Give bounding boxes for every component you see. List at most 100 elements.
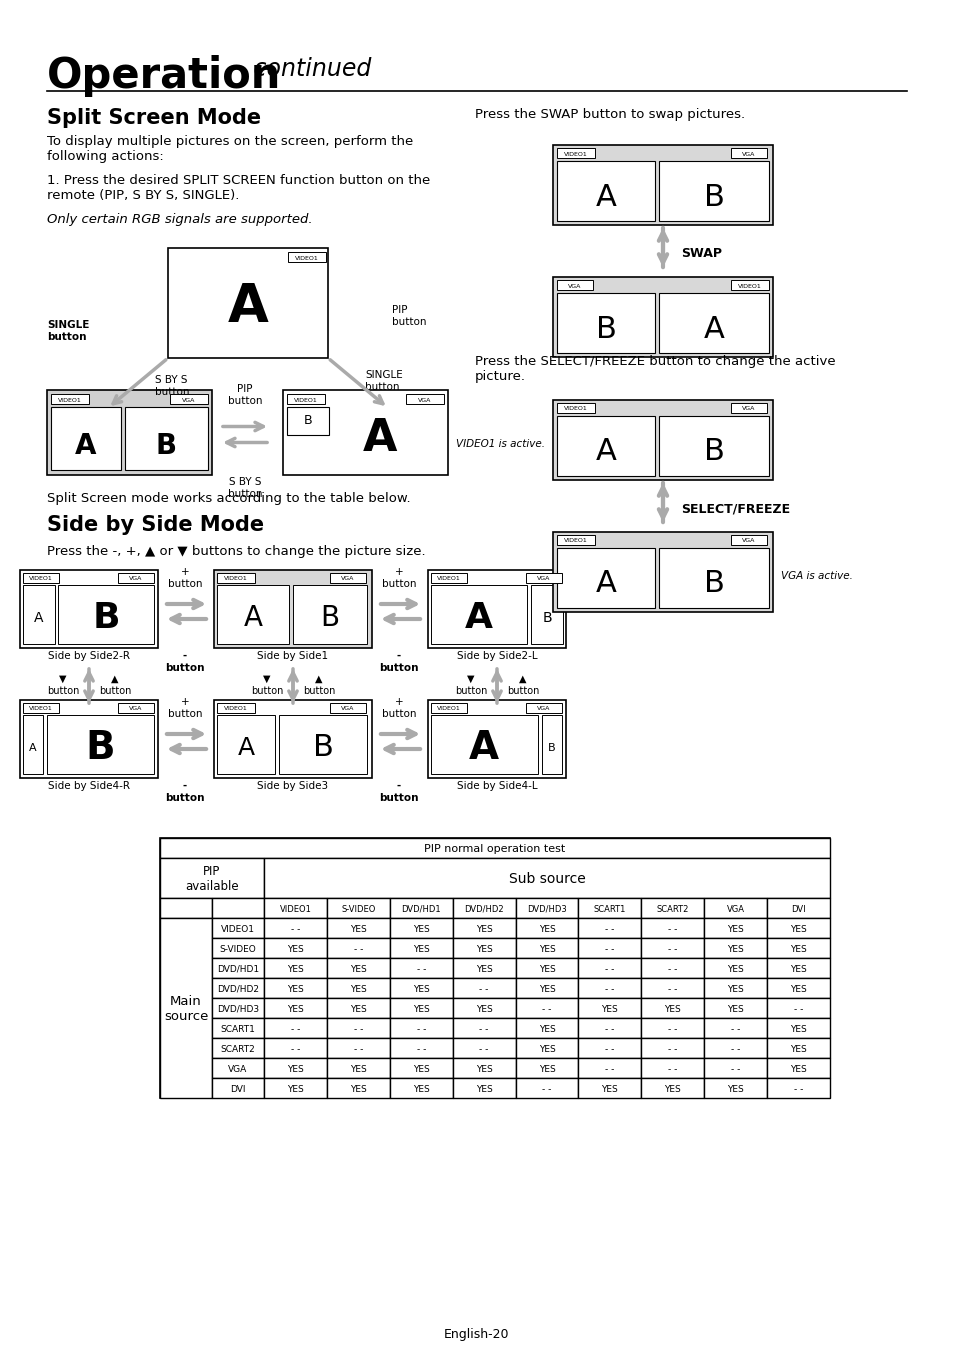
- Text: S BY S
button: S BY S button: [228, 477, 262, 498]
- Text: To display multiple pictures on the screen, perform the
following actions:: To display multiple pictures on the scre…: [47, 135, 413, 163]
- Text: S BY S
button: S BY S button: [154, 375, 190, 397]
- Bar: [390, 1018, 452, 1038]
- Text: B: B: [85, 729, 114, 767]
- Text: VIDEO1 is active.: VIDEO1 is active.: [456, 439, 544, 450]
- Text: B: B: [702, 570, 723, 598]
- Bar: [578, 958, 640, 977]
- Bar: [428, 570, 565, 648]
- Bar: [327, 1058, 390, 1079]
- Bar: [766, 977, 829, 998]
- Bar: [553, 532, 772, 612]
- Text: SINGLE
button: SINGLE button: [365, 370, 402, 392]
- Text: YES: YES: [663, 1004, 680, 1014]
- Text: - -: - -: [667, 984, 677, 994]
- Text: - -: - -: [667, 1025, 677, 1034]
- Text: - continued: - continued: [230, 57, 371, 81]
- Bar: [515, 1038, 578, 1058]
- Bar: [553, 277, 772, 356]
- Text: VGA: VGA: [341, 706, 355, 711]
- Text: A: A: [595, 182, 616, 212]
- Bar: [327, 998, 390, 1018]
- Text: ▼
button: ▼ button: [455, 674, 487, 695]
- Bar: [118, 703, 153, 713]
- Bar: [730, 535, 766, 545]
- Text: YES: YES: [413, 984, 429, 994]
- Bar: [20, 570, 158, 648]
- Text: YES: YES: [476, 1084, 492, 1094]
- Text: YES: YES: [287, 1004, 303, 1014]
- Bar: [640, 918, 703, 938]
- Text: - -: - -: [291, 1045, 300, 1053]
- Text: SWAP: SWAP: [680, 247, 721, 261]
- Bar: [659, 548, 768, 608]
- Text: - -: - -: [416, 964, 425, 973]
- Text: DVI: DVI: [790, 904, 805, 914]
- Text: B: B: [313, 733, 334, 763]
- Text: A: A: [595, 437, 616, 467]
- Bar: [640, 1038, 703, 1058]
- Text: VGA: VGA: [130, 576, 143, 582]
- Text: VIDEO1: VIDEO1: [436, 706, 460, 711]
- Text: VIDEO1: VIDEO1: [224, 706, 248, 711]
- Text: YES: YES: [413, 945, 429, 953]
- Text: SCART2: SCART2: [656, 904, 688, 914]
- Text: -
button: - button: [165, 651, 205, 672]
- Bar: [390, 918, 452, 938]
- Bar: [212, 898, 264, 918]
- Text: VGA: VGA: [130, 706, 143, 711]
- Text: - -: - -: [604, 1065, 614, 1073]
- Text: YES: YES: [601, 1004, 618, 1014]
- Text: SCART2: SCART2: [220, 1045, 255, 1053]
- Text: B: B: [320, 603, 339, 632]
- Text: - -: - -: [354, 1045, 363, 1053]
- Bar: [452, 998, 515, 1018]
- Bar: [264, 958, 327, 977]
- Text: YES: YES: [538, 1045, 555, 1053]
- Text: - -: - -: [541, 1004, 551, 1014]
- Bar: [212, 1038, 264, 1058]
- Text: - -: - -: [604, 925, 614, 933]
- Bar: [431, 572, 467, 583]
- Text: Side by Side Mode: Side by Side Mode: [47, 514, 264, 535]
- Text: Press the SELECT/FREEZE button to change the active
picture.: Press the SELECT/FREEZE button to change…: [475, 355, 835, 383]
- Bar: [557, 416, 655, 477]
- Text: ▲
button: ▲ button: [506, 674, 538, 695]
- Bar: [287, 394, 325, 404]
- Bar: [515, 958, 578, 977]
- Text: YES: YES: [287, 1084, 303, 1094]
- Bar: [20, 701, 158, 778]
- Text: YES: YES: [726, 1004, 743, 1014]
- Bar: [557, 293, 655, 352]
- Bar: [390, 1038, 452, 1058]
- Bar: [216, 703, 254, 713]
- Bar: [766, 958, 829, 977]
- Bar: [264, 998, 327, 1018]
- Text: VIDEO1: VIDEO1: [279, 904, 311, 914]
- Text: - -: - -: [604, 984, 614, 994]
- Bar: [553, 400, 772, 481]
- Bar: [452, 938, 515, 958]
- Text: YES: YES: [476, 1065, 492, 1073]
- Text: YES: YES: [538, 1025, 555, 1034]
- Bar: [703, 938, 766, 958]
- Text: YES: YES: [789, 964, 806, 973]
- Text: - -: - -: [730, 1065, 740, 1073]
- Text: B: B: [155, 432, 176, 459]
- Text: YES: YES: [789, 1045, 806, 1053]
- Text: Press the -, +, ▲ or ▼ buttons to change the picture size.: Press the -, +, ▲ or ▼ buttons to change…: [47, 545, 425, 558]
- Text: -
button: - button: [379, 782, 418, 803]
- Bar: [557, 548, 655, 608]
- Text: Press the SWAP button to swap pictures.: Press the SWAP button to swap pictures.: [475, 108, 744, 122]
- Bar: [515, 898, 578, 918]
- Bar: [578, 1058, 640, 1079]
- Text: VGA is active.: VGA is active.: [781, 571, 852, 580]
- Bar: [431, 703, 467, 713]
- Text: PIP
button: PIP button: [228, 383, 262, 405]
- Bar: [264, 918, 327, 938]
- Bar: [703, 918, 766, 938]
- Text: - -: - -: [541, 1084, 551, 1094]
- Text: - -: - -: [667, 1065, 677, 1073]
- Bar: [557, 404, 595, 413]
- Text: - -: - -: [479, 1025, 488, 1034]
- Text: VIDEO1: VIDEO1: [563, 406, 587, 412]
